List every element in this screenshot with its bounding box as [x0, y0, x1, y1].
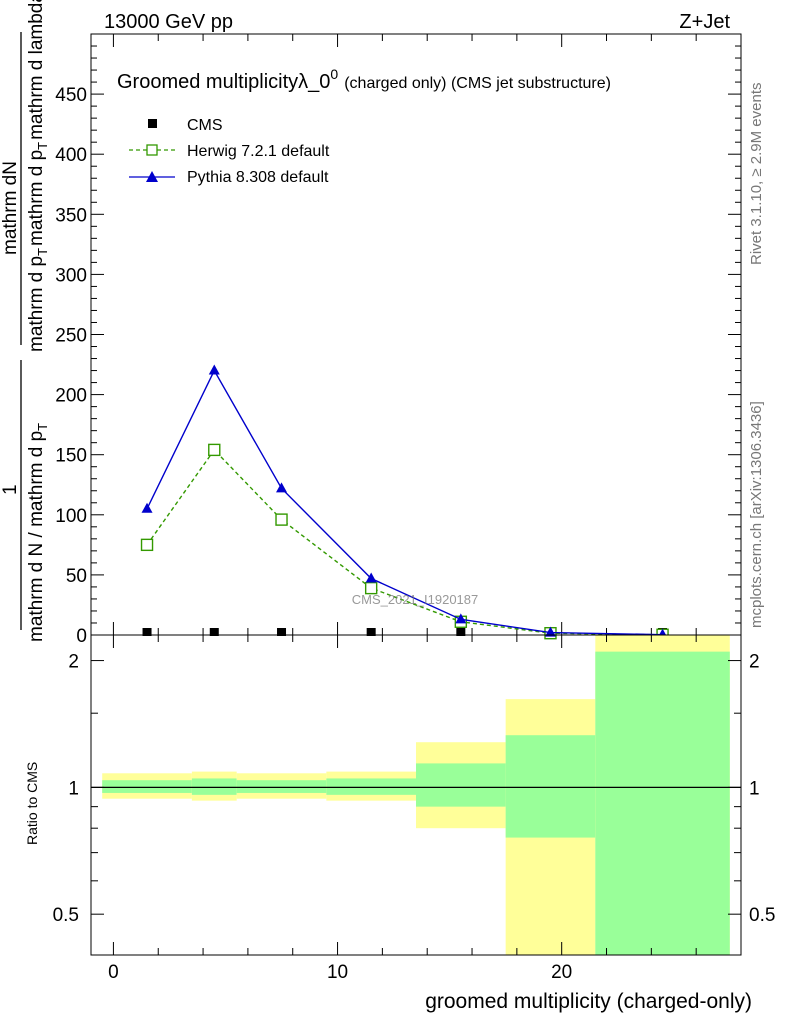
x-axis-label: groomed multiplicity (charged-only): [425, 990, 752, 1013]
pythia-data-point: [141, 502, 153, 513]
header-right: Z+Jet: [679, 11, 730, 33]
ratio-y-axis-label: Ratio to CMS: [24, 762, 40, 845]
pythia-data-point: [455, 613, 467, 624]
ratio-axis-ticks: 0.5 0.51 12 20 10 20: [53, 635, 775, 983]
main-y-tick-label: 250: [55, 326, 87, 347]
plot-title: Groomed multiplicityλ_00 (charged only) (…: [117, 66, 611, 93]
main-y-tick-label: 300: [55, 265, 87, 286]
ratio-inner-band: [236, 780, 327, 793]
ratio-plot-frame: [90, 634, 742, 956]
main-y-tick-label: 350: [55, 205, 87, 226]
herwig-data-point: [140, 538, 154, 552]
plot-subtitle: (charged only) (CMS jet substructure): [344, 75, 611, 92]
ylabel-numerator-2: mathrm dN: [0, 161, 21, 255]
main-y-tick-label: 450: [55, 85, 87, 106]
pythia-data-point: [276, 482, 288, 493]
mcplots-label: mcplots.cern.ch [arXiv:1306.3436]: [748, 401, 765, 628]
legend-pythia-marker: [146, 171, 158, 182]
legend: CMS Herwig 7.2.1 default Pythia 8.308 de…: [129, 117, 330, 186]
main-axis-ticks: 0 50 100 150 200 250 300 350 400 450: [55, 34, 741, 647]
ratio-x-tick-label: 20: [551, 962, 572, 983]
pythia-data-point: [208, 364, 220, 375]
herwig-data-point: [364, 581, 378, 595]
ratio-inner-band: [416, 763, 506, 807]
main-y-tick-label: 100: [55, 506, 87, 527]
herwig-data-point: [275, 513, 288, 526]
legend-pythia-label: Pythia 8.308 default: [187, 169, 329, 186]
ratio-x-tick-label: 10: [327, 962, 348, 983]
cms-data-point: [277, 628, 287, 636]
legend-cms-marker: [148, 119, 157, 128]
series-line-herwig: [146, 448, 663, 636]
ratio-inner-band: [102, 780, 192, 793]
main-y-tick-label: 200: [55, 386, 87, 407]
ratio-inner-band: [191, 778, 237, 795]
ylabel-denominator-2: mathrm d pTmathrm d pTmathrm d lambda: [26, 0, 50, 352]
herwig-data-point: [208, 443, 221, 457]
ratio-y-tick-label-right: 0.5: [749, 905, 775, 926]
ratio-y-tick-label-right: 1: [749, 778, 760, 799]
analysis-watermark: CMS_2021_I1920187: [352, 592, 479, 607]
ylabel-numerator-1: 1: [0, 484, 21, 495]
pythia-data-point: [544, 626, 556, 637]
ratio-y-tick-label: 0.5: [53, 905, 79, 926]
main-y-tick-label: 50: [66, 566, 87, 587]
legend-herwig-marker: [146, 144, 158, 156]
ratio-plot-area: [91, 635, 741, 955]
ratio-y-tick-label-right: 2: [749, 652, 760, 673]
ratio-x-tick-label: 0: [108, 962, 119, 983]
cms-data-point: [456, 628, 466, 636]
ratio-inner-band: [595, 651, 730, 955]
ratio-y-tick-label: 2: [68, 652, 79, 673]
ratio-inner-band: [326, 778, 416, 795]
ratio-inner-band: [505, 735, 596, 838]
cms-data-point: [366, 628, 376, 636]
ylabel-denominator-1: mathrm d N / mathrm d pT: [26, 423, 50, 642]
main-y-tick-label: 150: [55, 446, 87, 467]
pythia-data-point: [365, 572, 377, 583]
main-y-tick-label: 0: [76, 626, 87, 647]
plot-title-sup: 0: [330, 66, 338, 82]
header-left: 13000 GeV pp: [104, 11, 233, 33]
cms-data-point: [142, 628, 152, 636]
main-y-tick-label: 400: [55, 145, 87, 166]
plot-title-main: Groomed multiplicityλ_0: [117, 71, 330, 93]
legend-herwig-label: Herwig 7.2.1 default: [187, 143, 330, 160]
ratio-y-tick-label: 1: [68, 778, 79, 799]
legend-cms-label: CMS: [187, 117, 223, 134]
rivet-version-label: Rivet 3.1.10, ≥ 2.9M events: [748, 83, 765, 266]
cms-data-point: [209, 628, 219, 636]
main-y-axis-label: mathrm d N / mathrm d pT 1 mathrm d pTma…: [0, 0, 50, 642]
